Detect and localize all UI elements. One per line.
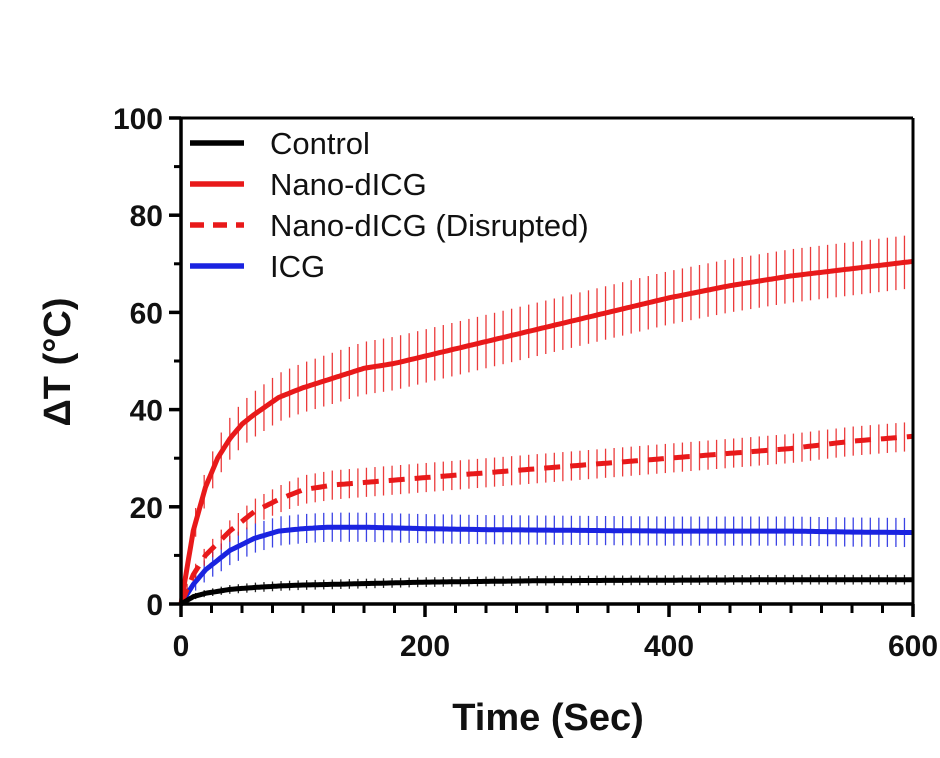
y-tick-label: 0 (146, 589, 163, 622)
series-nano-dicg (178, 234, 914, 605)
y-tick-label: 20 (130, 492, 163, 525)
x-tick-label: 200 (400, 630, 450, 663)
series-line-nano-dicg (178, 258, 914, 605)
legend-label: Control (270, 126, 370, 161)
series-line-nano-dicg-disrupted (178, 433, 914, 605)
y-tick-label: 40 (130, 395, 163, 428)
x-tick-label: 600 (888, 630, 938, 663)
axes (169, 116, 915, 617)
y-tick-label: 100 (113, 103, 163, 136)
legend-item-nano-dicg-disrupted: Nano-dICG (Disrupted) (190, 208, 589, 243)
legend: Control Nano-dICG Nano-dICG (Disrupted) ICG (190, 126, 589, 284)
legend-label: Nano-dICG (Disrupted) (270, 208, 589, 243)
legend-item-control: Control (190, 126, 370, 161)
x-axis-title: Time (Sec) (452, 697, 643, 739)
tick-labels: 0 20 40 60 80 100 0 200 400 600 (113, 103, 938, 663)
legend-item-icg: ICG (190, 249, 325, 284)
x-tick-label: 400 (644, 630, 694, 663)
x-tick-label: 0 (173, 630, 190, 663)
y-tick-label: 80 (130, 200, 163, 233)
series-nano-dicg-disrupted (178, 421, 914, 605)
series-line-control (179, 577, 914, 607)
legend-label: Nano-dICG (270, 167, 427, 202)
series-line-icg (178, 524, 914, 606)
legend-item-nano-dicg: Nano-dICG (190, 167, 427, 202)
legend-label: ICG (270, 249, 325, 284)
series-icg (178, 512, 914, 606)
y-axis-title: ΔT (°C) (37, 297, 79, 426)
series-control (179, 574, 914, 607)
series-layer (178, 234, 914, 607)
y-tick-label: 60 (130, 297, 163, 330)
